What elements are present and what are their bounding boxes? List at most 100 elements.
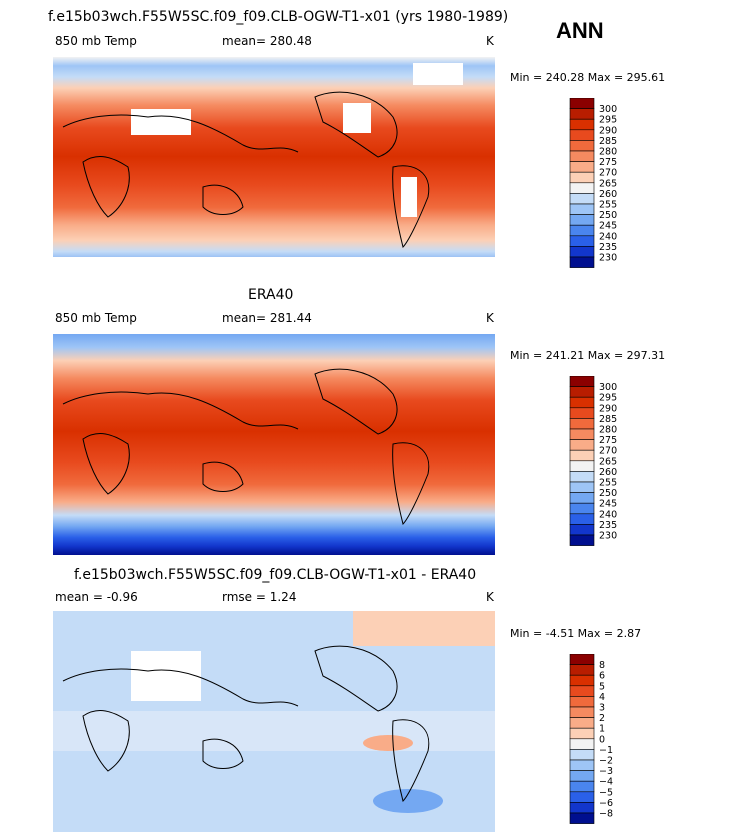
panel-1-colorbar: 3002952902852802752702652602552502452402…: [569, 98, 617, 268]
panel-1-antarctic-mask: [53, 257, 495, 278]
colorbar-2-label-14: 230: [599, 531, 617, 542]
colorbar-2-box-9: [569, 471, 595, 483]
colorbar-2-box-1: [569, 386, 595, 398]
colorbar-1-label-5: 275: [599, 157, 617, 168]
colorbar-1-label-0: 300: [599, 104, 617, 115]
panel-3-map: [53, 611, 495, 832]
colorbar-2-box-11: [569, 492, 595, 504]
colorbar-1-box-15: [569, 256, 595, 268]
colorbar-2-label-4: 280: [599, 425, 617, 436]
panel-2-minmax: Min = 241.21 Max = 297.31: [510, 349, 666, 362]
panel-1-rockies-mask: [343, 103, 371, 133]
season-label: ANN: [556, 18, 604, 43]
colorbar-3-box-3: [569, 685, 595, 697]
colorbar-3-label-1: 6: [599, 671, 605, 682]
panel-1-andes-mask: [401, 177, 417, 217]
colorbar-3-label-14: −8: [599, 809, 613, 820]
colorbar-3-box-1: [569, 664, 595, 676]
panel-3-cold-anomaly: [373, 789, 443, 813]
colorbar-2-box-8: [569, 460, 595, 472]
colorbar-2-label-3: 285: [599, 414, 617, 425]
panel-1-map: [53, 57, 495, 278]
colorbar-2-box-0: [569, 376, 595, 387]
colorbar-1-label-10: 250: [599, 210, 617, 221]
panel-2-field: [53, 334, 495, 555]
colorbar-1-label-1: 295: [599, 115, 617, 126]
panel-3-minmax: Min = -4.51 Max = 2.87: [510, 627, 642, 640]
colorbar-2-label-12: 240: [599, 509, 617, 520]
colorbar-3-box-5: [569, 706, 595, 718]
colorbar-1-box-11: [569, 214, 595, 226]
panel-1-variable: 850 mb Temp: [55, 34, 137, 48]
colorbar-3-box-0: [569, 654, 595, 665]
colorbar-2-box-12: [569, 502, 595, 515]
colorbar-2-label-6: 270: [599, 446, 617, 457]
colorbar-1-box-6: [569, 161, 595, 173]
panel-2-mean: mean= 281.44: [222, 311, 312, 325]
colorbar-1-box-4: [569, 140, 595, 152]
colorbar-3-box-9: [569, 749, 595, 761]
colorbar-2-box-3: [569, 407, 595, 419]
panel-1-arctic-mask: [413, 63, 463, 85]
panel-2-map: [53, 334, 495, 555]
colorbar-3-box-4: [569, 696, 595, 708]
colorbar-1-label-8: 260: [599, 189, 617, 200]
colorbar-1-label-11: 245: [599, 221, 617, 232]
colorbar-3-label-3: 4: [599, 692, 605, 703]
colorbar-1-label-7: 265: [599, 178, 617, 189]
colorbar-1-box-3: [569, 129, 595, 141]
panel-1-units: K: [486, 34, 494, 48]
colorbar-2-box-15: [569, 534, 595, 546]
colorbar-3-box-15: [569, 812, 595, 824]
colorbar-3-box-13: [569, 791, 595, 803]
panel-1-mean: mean= 280.48: [222, 34, 312, 48]
colorbar-3-label-11: −4: [599, 777, 613, 788]
colorbar-1-label-6: 270: [599, 168, 617, 179]
panel-3-arctic: [353, 611, 495, 646]
colorbar-1-label-3: 285: [599, 136, 617, 147]
colorbar-1-box-1: [569, 108, 595, 120]
panel-3-mean: mean = -0.96: [55, 590, 138, 604]
colorbar-2-box-14: [569, 524, 595, 536]
panel-1-field: [53, 57, 495, 278]
colorbar-1-label-14: 230: [599, 253, 617, 264]
colorbar-1-label-12: 240: [599, 231, 617, 242]
colorbar-3-box-14: [569, 802, 595, 814]
colorbar-2-box-6: [569, 439, 595, 451]
colorbar-3-label-6: 1: [599, 724, 605, 735]
colorbar-2-box-2: [569, 396, 595, 409]
panel-3-warm-anomaly: [363, 735, 413, 751]
colorbar-1-label-4: 280: [599, 147, 617, 158]
colorbar-3-label-12: −5: [599, 787, 613, 798]
panel-3-tibet-mask: [131, 651, 201, 701]
panel-1-tibet-mask: [131, 109, 191, 135]
colorbar-1-box-0: [569, 98, 595, 109]
panel-3-coastlines: [62, 645, 430, 802]
panel-2-units: K: [486, 311, 494, 325]
colorbar-1-box-14: [569, 246, 595, 258]
colorbar-1-box-2: [569, 118, 595, 131]
colorbar-1-label-9: 255: [599, 200, 617, 211]
colorbar-3-label-2: 5: [599, 681, 605, 692]
colorbar-3-label-5: 2: [599, 713, 605, 724]
colorbar-1-box-5: [569, 150, 595, 162]
panel-2-variable: 850 mb Temp: [55, 311, 137, 325]
colorbar-2-label-13: 235: [599, 520, 617, 531]
colorbar-2-label-7: 265: [599, 456, 617, 467]
panel-2-coastlines: [62, 368, 430, 525]
colorbar-2-label-2: 290: [599, 403, 617, 414]
panel-1-minmax: Min = 240.28 Max = 295.61: [510, 71, 666, 84]
colorbar-3-box-8: [569, 738, 595, 750]
colorbar-3-label-10: −3: [599, 766, 613, 777]
colorbar-3-box-12: [569, 780, 595, 793]
colorbar-3-box-11: [569, 770, 595, 782]
colorbar-1-box-10: [569, 203, 595, 215]
colorbar-2-label-8: 260: [599, 467, 617, 478]
colorbar-2-label-1: 295: [599, 393, 617, 404]
panel-1-title: f.e15b03wch.F55W5SC.f09_f09.CLB-OGW-T1-x…: [48, 9, 509, 25]
colorbar-3-box-6: [569, 717, 595, 729]
colorbar-2-box-13: [569, 513, 595, 525]
colorbar-2-label-10: 250: [599, 488, 617, 499]
colorbar-1-box-9: [569, 193, 595, 205]
